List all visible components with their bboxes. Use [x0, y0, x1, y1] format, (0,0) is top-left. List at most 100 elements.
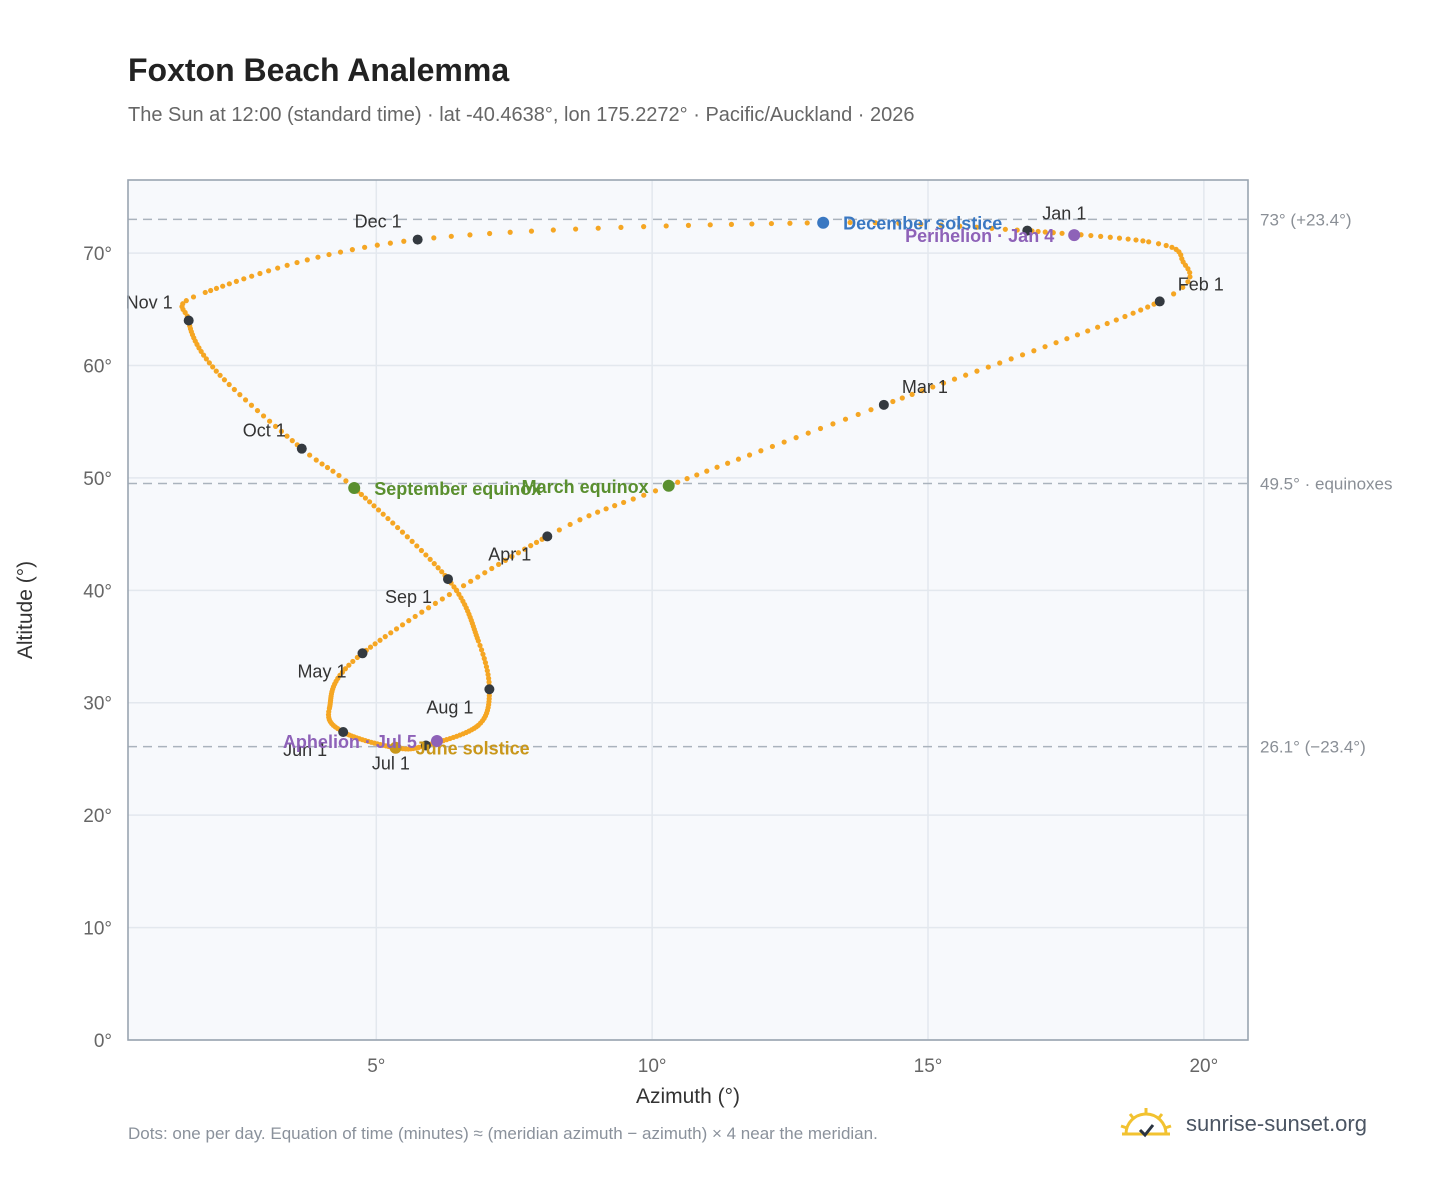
- daily-dot: [1031, 348, 1037, 354]
- month-label: Nov 1: [126, 293, 173, 313]
- daily-dot: [414, 543, 420, 549]
- daily-dot: [210, 364, 216, 370]
- axis-ticks: 5° 10° 15° 20° 0° 10° 20° 30° 40° 50° 60° 70°: [83, 244, 1218, 1077]
- month-dot: [542, 531, 553, 542]
- daily-dot: [728, 221, 735, 227]
- event-label: June solstice: [416, 739, 530, 759]
- daily-dot: [768, 220, 775, 227]
- month-dot: [1022, 225, 1033, 236]
- daily-dot: [533, 539, 540, 545]
- daily-dot: [460, 583, 467, 589]
- footnote: Dots: one per day. Equation of time (min…: [128, 1124, 878, 1143]
- month-dot: [412, 234, 423, 245]
- daily-dot: [367, 499, 373, 505]
- daily-dot: [663, 223, 669, 229]
- daily-dot: [367, 644, 374, 650]
- daily-dot: [630, 496, 636, 502]
- daily-dot: [275, 265, 281, 271]
- daily-dot: [375, 507, 382, 513]
- daily-dot: [432, 600, 438, 606]
- event-dot: [662, 479, 675, 492]
- chart-title: Foxton Beach Analemma: [128, 52, 510, 88]
- event-dot: [1068, 229, 1081, 242]
- daily-dot: [487, 230, 493, 237]
- daily-dot: [872, 220, 878, 226]
- daily-dot: [404, 534, 410, 540]
- daily-dot: [1133, 237, 1139, 243]
- brand-name[interactable]: sunrise-sunset.org: [1186, 1111, 1367, 1136]
- daily-dot: [868, 407, 874, 413]
- daily-dot: [1008, 356, 1014, 362]
- daily-dot: [435, 565, 441, 571]
- daily-dot: [336, 472, 342, 479]
- y-tick-label: 20°: [83, 806, 112, 827]
- daily-dot: [475, 574, 481, 580]
- daily-dot: [985, 364, 991, 370]
- daily-dot: [374, 242, 380, 248]
- daily-dot: [294, 259, 300, 266]
- daily-dot: [241, 276, 247, 282]
- event-label: September equinox: [374, 479, 541, 499]
- daily-dot: [550, 227, 556, 233]
- daily-dot: [439, 569, 445, 575]
- daily-dot: [213, 368, 219, 374]
- daily-dot: [257, 270, 263, 277]
- month-label: Dec 1: [355, 212, 402, 232]
- daily-dot: [477, 642, 483, 649]
- daily-dot: [1074, 332, 1081, 338]
- daily-dot: [1019, 352, 1026, 358]
- daily-dot: [595, 225, 601, 231]
- daily-dot: [399, 622, 406, 628]
- daily-dot: [586, 513, 592, 519]
- plot-area: [128, 180, 1248, 1040]
- daily-dot: [423, 552, 429, 558]
- daily-dot: [418, 547, 425, 554]
- daily-dot: [478, 647, 485, 653]
- daily-dot: [830, 421, 836, 427]
- month-label: Feb 1: [1178, 274, 1224, 294]
- daily-dot: [349, 247, 355, 253]
- month-label: Jun 1: [283, 740, 327, 760]
- daily-dot: [1185, 279, 1191, 285]
- daily-dot: [337, 249, 344, 255]
- daily-dot: [307, 452, 313, 458]
- daily-dot: [509, 553, 515, 560]
- daily-dot: [431, 235, 437, 241]
- daily-dot: [482, 660, 489, 666]
- daily-dot: [278, 428, 284, 434]
- daily-dot: [451, 584, 457, 590]
- daily-dot: [641, 492, 647, 498]
- daily-dot: [468, 578, 474, 584]
- daily-dot: [1171, 291, 1177, 297]
- daily-dot: [319, 461, 325, 467]
- daily-dot: [1130, 310, 1136, 316]
- brand[interactable]: sunrise-sunset.org: [1120, 1104, 1367, 1144]
- daily-dot: [399, 529, 406, 535]
- daily-dot: [203, 356, 209, 362]
- daily-dot: [735, 456, 742, 462]
- daily-dot: [746, 452, 753, 458]
- daily-dot: [618, 224, 624, 230]
- daily-dot: [362, 495, 369, 501]
- daily-dot: [595, 509, 601, 515]
- daily-dot: [1014, 227, 1020, 233]
- daily-dot: [1104, 320, 1110, 327]
- daily-dot: [202, 289, 208, 296]
- daily-dot: [781, 439, 787, 445]
- daily-dot: [1180, 284, 1186, 290]
- daily-dot: [377, 637, 383, 643]
- daily-dot: [446, 591, 452, 598]
- daily-dot: [684, 476, 690, 482]
- daily-dot: [1107, 234, 1113, 240]
- chart-subtitle: The Sun at 12:00 (standard time) · lat -…: [128, 104, 915, 126]
- daily-dot: [362, 244, 368, 250]
- daily-dot: [652, 488, 659, 494]
- daily-dot: [326, 251, 332, 258]
- daily-dot: [1122, 313, 1128, 320]
- reference-line-label: 73° (+23.4°): [1260, 210, 1352, 229]
- daily-dot: [842, 416, 849, 422]
- daily-dot: [707, 222, 713, 228]
- daily-dot: [427, 556, 433, 562]
- daily-dot: [997, 360, 1003, 366]
